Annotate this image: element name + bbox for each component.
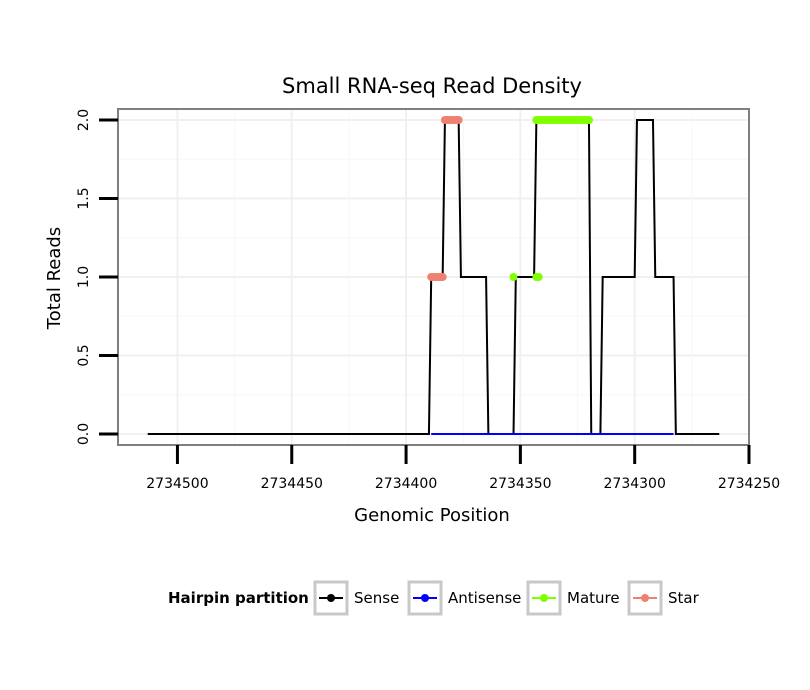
y-axis-label: Total Reads bbox=[44, 227, 65, 330]
star-point bbox=[438, 273, 447, 281]
x-tick-label: 2734500 bbox=[146, 476, 208, 492]
x-tick-label: 2734450 bbox=[261, 476, 323, 492]
legend-label-mature: Mature bbox=[567, 589, 620, 607]
y-tick-label: 0.5 bbox=[76, 344, 92, 366]
legend-label-star: Star bbox=[668, 589, 700, 607]
legend-key-point-antisense bbox=[421, 594, 429, 602]
x-tick-label: 2734400 bbox=[375, 476, 437, 492]
sense-series-line bbox=[147, 118, 720, 436]
star-point bbox=[454, 115, 463, 124]
y-tick-label: 1.5 bbox=[76, 187, 92, 209]
y-tick-label: 1.0 bbox=[76, 266, 92, 288]
legend-key-point-star bbox=[641, 594, 649, 602]
legend-key-point-sense bbox=[327, 594, 335, 602]
mature-point bbox=[509, 273, 518, 281]
y-tick-label: 0.0 bbox=[76, 423, 92, 445]
x-tick-label: 2734250 bbox=[718, 476, 780, 492]
legend-title: Hairpin partition bbox=[168, 589, 309, 607]
mature-point bbox=[532, 273, 541, 281]
x-axis-label: Genomic Position bbox=[354, 505, 510, 526]
y-tick-label: 2.0 bbox=[76, 109, 92, 131]
x-tick-label: 2734300 bbox=[604, 476, 666, 492]
axes: 0.0 0.5 1.0 1.5 2.0 2734500 2734450 2734400 2734… bbox=[76, 109, 780, 492]
legend-label-sense: Sense bbox=[354, 589, 399, 607]
chart-title: Small RNA-seq Read Density bbox=[282, 74, 582, 98]
legend-label-antisense: Antisense bbox=[448, 589, 521, 607]
legend-key-point-mature bbox=[540, 594, 548, 602]
legend: Hairpin partition Sense Antisense Mature St… bbox=[168, 580, 700, 616]
x-tick-label: 2734350 bbox=[489, 476, 551, 492]
mature-point bbox=[584, 115, 593, 124]
series-layer bbox=[147, 115, 720, 436]
